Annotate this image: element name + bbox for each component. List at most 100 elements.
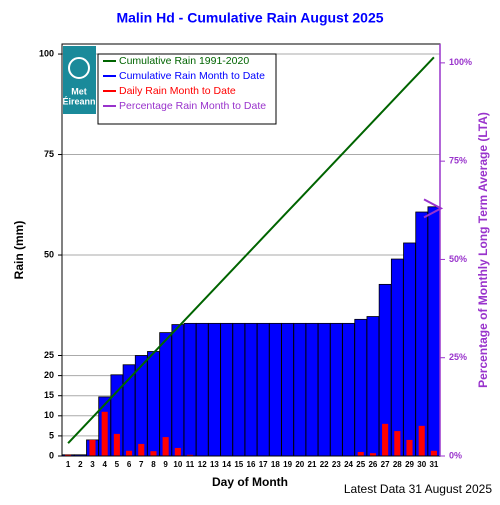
y-tick-label: 50 <box>44 249 54 259</box>
y-tick-label: 75 <box>44 149 54 159</box>
y-tick-label: 0 <box>49 450 54 460</box>
x-tick-label: 12 <box>198 460 207 469</box>
x-tick-label: 10 <box>173 460 182 469</box>
x-tick-label: 22 <box>320 460 329 469</box>
logo-text: Éireann <box>62 96 95 106</box>
bar <box>366 316 380 457</box>
x-tick-label: 3 <box>90 460 95 469</box>
bar <box>138 443 145 456</box>
y2-tick-label: 75% <box>449 156 467 166</box>
x-tick-label: 17 <box>259 460 268 469</box>
x-tick-label: 4 <box>102 460 107 469</box>
bar <box>113 433 120 456</box>
x-tick-label: 26 <box>368 460 377 469</box>
bar <box>293 322 307 457</box>
bar <box>244 322 258 457</box>
bar <box>126 450 133 456</box>
x-tick-label: 2 <box>78 460 83 469</box>
x-tick-label: 30 <box>417 460 426 469</box>
bar <box>208 322 221 457</box>
legend-label: Percentage Rain Month to Date <box>119 100 266 112</box>
x-tick-label: 14 <box>222 460 231 469</box>
bar <box>415 211 429 457</box>
x-tick-label: 11 <box>186 460 195 469</box>
x-tick-label: 23 <box>332 460 341 469</box>
y2-tick-label: 0% <box>449 450 462 460</box>
chart-title: Malin Hd - Cumulative Rain August 2025 <box>116 10 383 26</box>
bar <box>342 322 355 457</box>
y-tick-label: 15 <box>44 390 54 400</box>
bar <box>418 425 425 456</box>
percentage-arrow <box>423 198 444 219</box>
x-tick-label: 8 <box>151 460 156 469</box>
bar <box>171 324 185 457</box>
x-tick-label: 16 <box>247 460 256 469</box>
bar <box>406 439 413 456</box>
y-tick-label: 20 <box>44 370 54 380</box>
x-tick-label: 31 <box>429 460 438 469</box>
bar <box>281 322 294 457</box>
x-tick-label: 6 <box>127 460 132 469</box>
bar <box>317 322 331 457</box>
y-tick-label: 100 <box>39 48 54 58</box>
bar <box>269 322 282 457</box>
bar <box>430 450 437 456</box>
bar <box>369 453 376 456</box>
logo-swirl <box>68 57 90 79</box>
bar <box>427 206 441 457</box>
legend-label: Cumulative Rain Month to Date <box>119 70 265 82</box>
x-tick-label: 25 <box>356 460 365 469</box>
bar <box>150 451 157 456</box>
x-tick-label: 21 <box>308 460 317 469</box>
x-tick-label: 7 <box>139 460 144 469</box>
y-tick-label: 25 <box>44 350 54 360</box>
bar <box>65 454 72 456</box>
legend-label: Cumulative Rain 1991-2020 <box>119 55 249 67</box>
x-tick-label: 24 <box>344 460 353 469</box>
bar <box>357 451 364 456</box>
x-tick-label: 19 <box>283 460 292 469</box>
bar <box>89 439 96 456</box>
x-tick-label: 13 <box>210 460 219 469</box>
bar <box>382 423 389 456</box>
legend-box <box>97 53 277 125</box>
x-tick-label: 1 <box>66 460 71 469</box>
y-axis-title: Rain (mm) <box>12 221 26 280</box>
logo-text: Met <box>71 86 87 96</box>
bar <box>174 447 181 456</box>
y2-tick-label: 25% <box>449 352 467 362</box>
bar <box>183 322 197 457</box>
bar <box>256 322 270 457</box>
bar <box>354 318 368 457</box>
x-tick-label: 28 <box>393 460 402 469</box>
x-tick-label: 5 <box>115 460 120 469</box>
y2-tick-label: 100% <box>449 57 472 67</box>
x-axis-title: Day of Month <box>212 475 288 489</box>
legend-label: Daily Rain Month to Date <box>119 85 236 97</box>
bar <box>101 411 108 456</box>
y2-tick-label: 50% <box>449 254 467 264</box>
bar <box>329 322 343 457</box>
bar <box>394 431 401 456</box>
bar <box>220 322 233 457</box>
bar <box>390 258 404 457</box>
bar <box>162 437 169 456</box>
x-tick-label: 27 <box>381 460 390 469</box>
y-tick-label: 5 <box>49 430 54 440</box>
x-tick-label: 29 <box>405 460 414 469</box>
x-tick-label: 20 <box>295 460 304 469</box>
x-tick-label: 15 <box>234 460 243 469</box>
bar <box>305 322 319 457</box>
x-tick-label: 18 <box>271 460 280 469</box>
bar <box>232 322 246 457</box>
y2-axis-title: Percentage of Monthly Long Term Average … <box>476 112 490 388</box>
lta-line <box>67 56 435 444</box>
bar <box>186 454 194 456</box>
x-tick-label: 9 <box>163 460 168 469</box>
y-tick-label: 10 <box>44 410 54 420</box>
bar <box>403 242 416 457</box>
bar <box>195 322 209 457</box>
footer: Latest Data 31 August 2025 <box>344 482 492 496</box>
bar <box>147 351 160 457</box>
